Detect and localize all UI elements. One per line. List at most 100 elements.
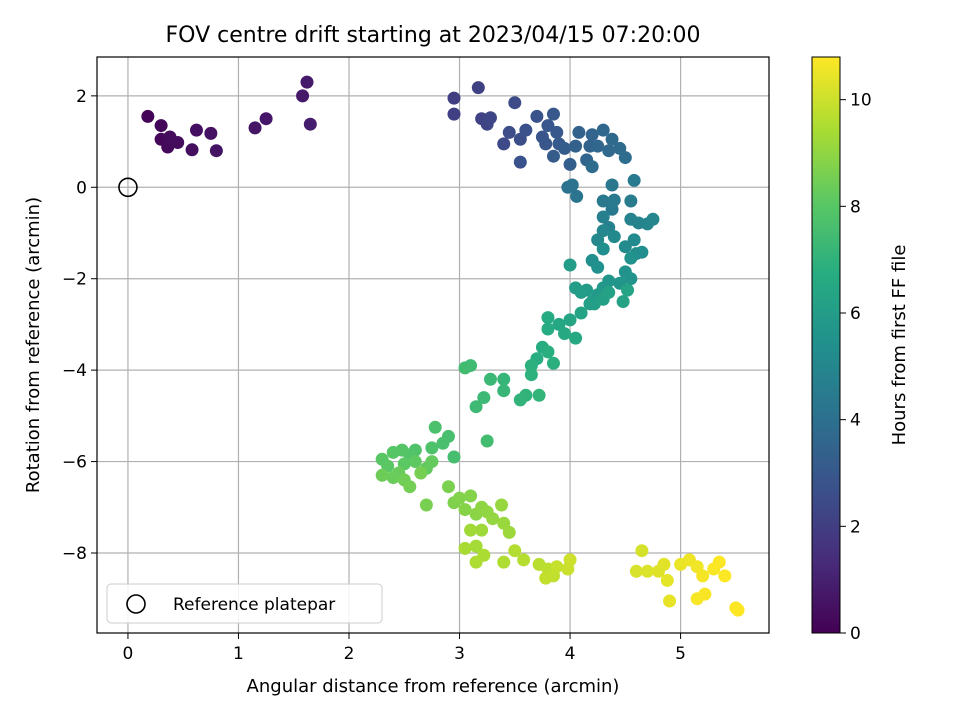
data-point [458,541,472,555]
data-point [569,139,583,153]
data-point [502,525,516,539]
y-tick-label: 2 [76,87,87,107]
y-axis-ticks: −8 −6 −4 −2 0 2 [62,87,97,564]
data-point [403,480,417,494]
legend-box [106,583,383,624]
data-point [428,420,442,434]
data-point [616,295,630,309]
data-point [517,553,531,567]
data-point [447,91,461,105]
data-point [458,503,472,517]
y-tick-label: −4 [62,361,87,381]
colorbar: 0 2 4 6 8 10 Hours from first FF file [811,56,910,644]
data-point [565,178,579,192]
colorbar-tick-label: 0 [850,624,861,644]
data-point [386,445,400,459]
data-point [471,81,485,95]
data-point [596,210,610,224]
data-point [646,212,660,226]
data-point [464,523,478,537]
data-point [408,455,422,469]
data-point [635,544,649,558]
data-point [546,107,560,121]
data-point [605,132,619,146]
data-point [563,157,577,171]
data-point [248,121,262,135]
data-point [185,143,199,157]
data-point [585,160,599,174]
data-point [731,603,745,617]
x-tick-label: 2 [344,644,355,664]
data-point [621,283,635,297]
data-point [453,491,467,505]
x-axis-ticks: 0 1 2 3 4 5 [123,633,686,664]
data-point [627,233,641,247]
data-point [375,468,389,482]
data-point [698,587,712,601]
data-point [154,119,168,133]
data-point [696,569,710,583]
data-point [204,126,218,140]
data-point [414,466,428,480]
data-point [386,471,400,485]
data-point [469,400,483,414]
data-point [563,553,577,567]
colorbar-tick-label: 4 [850,411,861,431]
data-point [718,569,732,583]
data-point [624,272,638,286]
data-point [602,144,616,158]
data-points [141,75,745,617]
data-point [605,178,619,192]
data-point [532,388,546,402]
colorbar-tick-label: 8 [850,197,861,217]
data-point [572,125,586,139]
data-point [558,141,572,155]
legend-label: Reference platepar [173,595,335,615]
data-point [629,564,643,578]
x-tick-label: 0 [123,644,134,664]
data-point [591,139,605,153]
data-point [546,149,560,163]
colorbar-tick-label: 6 [850,304,861,324]
data-point [546,356,560,370]
data-point [607,193,621,207]
x-tick-label: 3 [454,644,465,664]
data-point [712,555,726,569]
x-axis-label: Angular distance from reference (arcmin) [247,676,620,697]
reference-point-marker [118,177,138,198]
data-point [541,311,555,325]
data-point [497,372,511,386]
colorbar-label: Hours from first FF file [889,245,910,446]
colorbar-tick-label: 2 [850,517,861,537]
data-point [607,230,621,244]
data-point [469,539,483,553]
data-point [497,555,511,569]
data-point [524,368,538,382]
data-point [558,327,572,341]
data-point [541,119,555,133]
data-point [618,240,632,254]
data-point [436,436,450,450]
colorbar-tick-label: 10 [850,91,872,111]
data-point [596,242,610,256]
data-point [475,523,489,537]
data-point [563,258,577,272]
data-point [624,251,638,265]
data-point [469,555,483,569]
data-point [296,89,310,103]
data-point [141,109,155,123]
data-point [483,111,497,125]
plot-frame [96,56,770,634]
x-tick-label: 4 [565,644,576,664]
colorbar-gradient [811,56,841,634]
data-point [259,112,273,126]
data-point [483,372,497,386]
data-point [497,384,511,398]
data-point [624,194,638,208]
data-point [497,137,511,151]
data-point [602,285,616,299]
data-point [189,123,203,137]
data-point [539,137,553,151]
data-point [563,313,577,327]
